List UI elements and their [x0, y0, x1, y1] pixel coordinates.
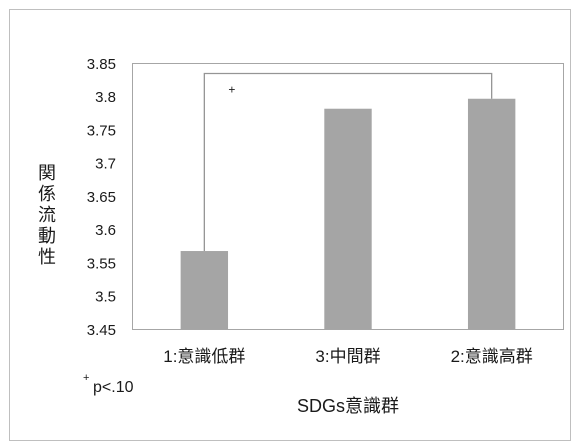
- y-tick-label: 3.55: [87, 255, 116, 272]
- significance-bracket: [203, 72, 493, 252]
- y-tick-label: 3.85: [87, 56, 116, 73]
- x-axis-categories: 1:意識低群 3:中間群 2:意識高群: [163, 347, 533, 366]
- y-tick-label: 3.45: [87, 322, 116, 339]
- bar: [467, 98, 516, 330]
- y-tick-label: 3.65: [87, 189, 116, 206]
- x-axis-title: SDGs意識群: [297, 396, 399, 416]
- bar: [180, 251, 229, 330]
- plot-area: [132, 63, 564, 330]
- y-axis-ticks: 3.45 3.5 3.55 3.6 3.65 3.7 3.75 3.8 3.85: [87, 56, 116, 339]
- x-category-label: 3:中間群: [315, 347, 380, 366]
- x-category-label: 1:意識低群: [163, 347, 245, 366]
- y-tick-label: 3.8: [95, 89, 116, 106]
- x-category-label: 2:意識高群: [451, 347, 533, 366]
- bar-series: [180, 98, 516, 330]
- y-tick-label: 3.7: [95, 156, 116, 173]
- footnote-symbol: +: [83, 372, 89, 384]
- y-tick-label: 3.75: [87, 122, 116, 139]
- y-axis-title: 関係流動性: [36, 162, 56, 268]
- bar: [324, 108, 372, 330]
- footnote-text: p<.10: [93, 379, 134, 396]
- y-tick-label: 3.5: [95, 289, 116, 306]
- y-tick-label: 3.6: [95, 222, 116, 239]
- significance-annotations: +: [203, 72, 493, 252]
- significance-marker: +: [228, 83, 235, 97]
